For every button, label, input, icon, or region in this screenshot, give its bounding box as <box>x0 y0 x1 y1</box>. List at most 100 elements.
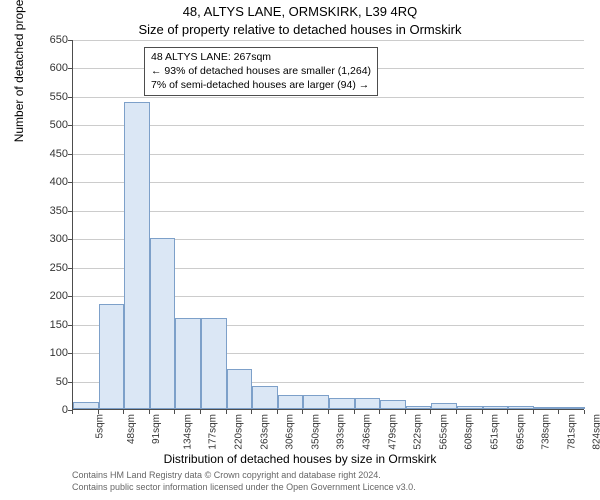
x-tick-label: 350sqm <box>310 414 321 450</box>
y-tick-label: 50 <box>8 376 68 388</box>
histogram-bar <box>508 406 534 409</box>
histogram-bar <box>303 395 329 409</box>
footer-line2: Contains public sector information licen… <box>72 482 416 494</box>
x-tick-label: 134sqm <box>182 414 193 450</box>
y-tick-label: 650 <box>8 34 68 46</box>
histogram-bar <box>406 406 432 409</box>
histogram-bar <box>483 406 509 409</box>
x-tick-label: 436sqm <box>362 414 373 450</box>
y-tick-label: 150 <box>8 319 68 331</box>
x-tick-label: 306sqm <box>285 414 296 450</box>
x-tick-mark <box>379 410 380 414</box>
x-tick-mark <box>533 410 534 414</box>
x-tick-mark <box>584 410 585 414</box>
histogram-bar <box>175 318 201 409</box>
y-tick-label: 450 <box>8 148 68 160</box>
x-tick-mark <box>149 410 150 414</box>
x-tick-label: 695sqm <box>515 414 526 450</box>
x-tick-mark <box>302 410 303 414</box>
x-tick-label: 608sqm <box>464 414 475 450</box>
x-tick-label: 781sqm <box>566 414 577 450</box>
histogram-bar <box>355 398 381 409</box>
y-tick-label: 0 <box>8 404 68 416</box>
x-tick-mark <box>98 410 99 414</box>
y-tick-mark <box>68 211 72 212</box>
x-tick-label: 738sqm <box>541 414 552 450</box>
histogram-bar <box>252 386 278 409</box>
y-tick-label: 500 <box>8 119 68 131</box>
y-tick-label: 300 <box>8 233 68 245</box>
x-tick-mark <box>226 410 227 414</box>
chart-title-main: 48, ALTYS LANE, ORMSKIRK, L39 4RQ <box>0 4 600 19</box>
x-tick-label: 565sqm <box>438 414 449 450</box>
y-tick-label: 250 <box>8 262 68 274</box>
x-tick-label: 5sqm <box>94 414 105 438</box>
histogram-bar <box>559 407 585 409</box>
histogram-bar <box>457 406 483 409</box>
x-tick-mark <box>251 410 252 414</box>
y-tick-mark <box>68 97 72 98</box>
x-tick-label: 522sqm <box>413 414 424 450</box>
histogram-bar <box>150 238 176 409</box>
x-tick-label: 263sqm <box>259 414 270 450</box>
histogram-bar <box>329 398 355 409</box>
x-tick-mark <box>354 410 355 414</box>
x-tick-mark <box>200 410 201 414</box>
y-tick-label: 550 <box>8 91 68 103</box>
histogram-bar <box>431 403 457 409</box>
x-tick-mark <box>123 410 124 414</box>
y-tick-mark <box>68 296 72 297</box>
x-tick-label: 177sqm <box>208 414 219 450</box>
histogram-bar <box>99 304 125 409</box>
grid-line <box>73 40 584 41</box>
y-tick-mark <box>68 239 72 240</box>
y-tick-label: 600 <box>8 62 68 74</box>
x-tick-label: 393sqm <box>336 414 347 450</box>
y-tick-mark <box>68 68 72 69</box>
y-tick-mark <box>68 353 72 354</box>
histogram-bar <box>124 102 150 409</box>
x-tick-label: 651sqm <box>490 414 501 450</box>
x-tick-label: 479sqm <box>387 414 398 450</box>
y-tick-mark <box>68 40 72 41</box>
y-tick-mark <box>68 154 72 155</box>
footer-attribution: Contains HM Land Registry data © Crown c… <box>72 470 416 493</box>
footer-line1: Contains HM Land Registry data © Crown c… <box>72 470 416 482</box>
y-tick-mark <box>68 268 72 269</box>
annotation-line1: 48 ALTYS LANE: 267sqm <box>151 50 371 64</box>
x-tick-label: 48sqm <box>126 414 137 444</box>
y-tick-mark <box>68 325 72 326</box>
x-tick-mark <box>405 410 406 414</box>
x-tick-mark <box>174 410 175 414</box>
x-tick-mark <box>430 410 431 414</box>
y-tick-label: 100 <box>8 347 68 359</box>
x-tick-mark <box>72 410 73 414</box>
grid-line <box>73 97 584 98</box>
y-tick-mark <box>68 125 72 126</box>
histogram-bar <box>278 395 304 409</box>
x-axis-label: Distribution of detached houses by size … <box>0 452 600 466</box>
x-tick-label: 824sqm <box>592 414 600 450</box>
y-tick-mark <box>68 182 72 183</box>
x-tick-mark <box>558 410 559 414</box>
histogram-bar <box>534 407 560 409</box>
x-tick-mark <box>507 410 508 414</box>
histogram-bar <box>201 318 227 409</box>
annotation-box: 48 ALTYS LANE: 267sqm ← 93% of detached … <box>144 47 378 96</box>
y-tick-label: 350 <box>8 205 68 217</box>
annotation-line2: ← 93% of detached houses are smaller (1,… <box>151 64 371 78</box>
chart-container: 48, ALTYS LANE, ORMSKIRK, L39 4RQ Size o… <box>0 0 600 500</box>
x-tick-label: 220sqm <box>234 414 245 450</box>
y-tick-mark <box>68 382 72 383</box>
x-tick-mark <box>482 410 483 414</box>
annotation-line3: 7% of semi-detached houses are larger (9… <box>151 78 371 92</box>
y-tick-label: 200 <box>8 290 68 302</box>
histogram-bar <box>73 402 99 409</box>
x-tick-mark <box>328 410 329 414</box>
histogram-bar <box>380 400 406 409</box>
histogram-bar <box>227 369 253 409</box>
x-tick-label: 91sqm <box>151 414 162 444</box>
x-tick-mark <box>456 410 457 414</box>
chart-title-sub: Size of property relative to detached ho… <box>0 22 600 37</box>
x-tick-mark <box>277 410 278 414</box>
